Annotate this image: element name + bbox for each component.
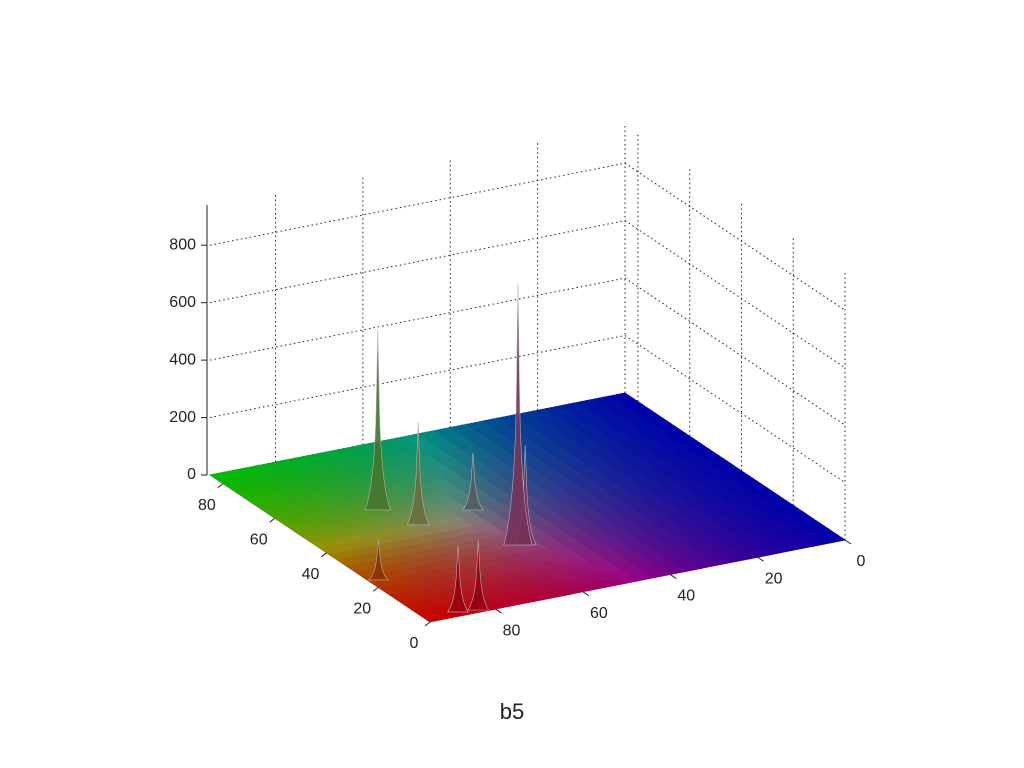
y-tick-label: 40 — [677, 588, 695, 605]
caption: b5 — [500, 699, 524, 724]
x-tick-label: 0 — [410, 635, 419, 652]
x-tick-label: 40 — [302, 566, 320, 583]
x-tick-label: 60 — [250, 531, 268, 548]
peak — [406, 422, 430, 526]
grid-line — [209, 277, 846, 426]
surface-patch — [208, 471, 236, 482]
x-tick — [217, 483, 224, 489]
z-tick-label: 800 — [169, 236, 196, 253]
y-tick — [669, 574, 677, 579]
y-tick-label: 80 — [503, 622, 521, 639]
x-tick — [321, 552, 327, 558]
peak — [462, 452, 484, 511]
peak — [467, 540, 490, 611]
x-tick — [269, 517, 276, 523]
z-tick-label: 400 — [169, 351, 196, 368]
z-tick-label: 200 — [169, 409, 196, 426]
y-tick — [844, 539, 852, 545]
y-tick — [757, 556, 764, 562]
y-tick-label: 0 — [857, 553, 866, 570]
walls — [209, 123, 846, 541]
x-tick — [372, 587, 379, 592]
peak — [367, 540, 390, 581]
peak — [503, 283, 533, 546]
y-tick-label: 60 — [590, 605, 608, 622]
grid-line — [209, 335, 846, 483]
peaks — [364, 283, 537, 613]
x-tick — [424, 621, 431, 627]
y-tick-label: 20 — [765, 570, 783, 587]
z-tick-label: 600 — [169, 294, 196, 311]
peak — [364, 330, 391, 511]
peak — [447, 545, 469, 613]
z-tick-label: 0 — [187, 466, 196, 483]
x-tick-label: 20 — [353, 601, 371, 618]
y-tick — [582, 591, 590, 597]
y-tick — [495, 608, 502, 614]
floor — [208, 392, 847, 623]
x-tick-label: 80 — [198, 497, 216, 514]
